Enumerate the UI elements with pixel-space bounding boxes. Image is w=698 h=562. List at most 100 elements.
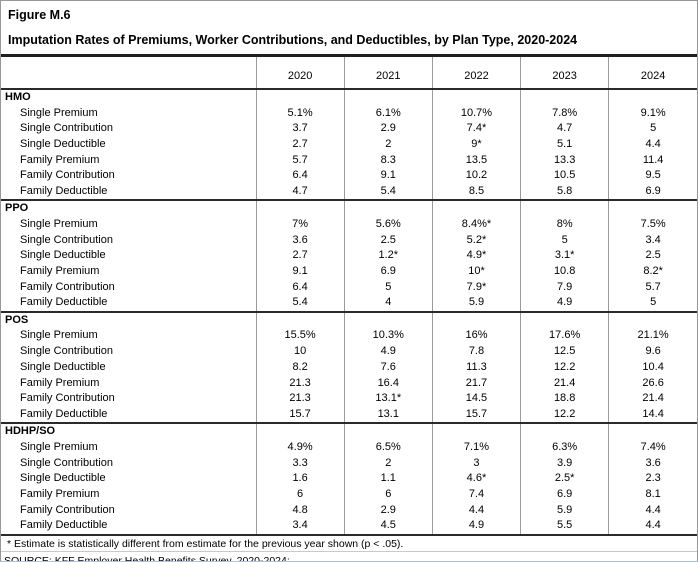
metric-row: Single Contribution 3.6 2.5 5.2* 5 3.4: [1, 232, 697, 249]
value-cell: 5.1%: [255, 105, 345, 122]
value-cell: 3.4: [608, 232, 697, 249]
value-cell: 5.6%: [343, 216, 433, 233]
empty-cell: [343, 88, 433, 106]
value-cell: 5: [608, 295, 697, 312]
value-cell: 4.4: [608, 136, 697, 153]
metric-label: Single Deductible: [20, 137, 106, 150]
value-cell: 6.9: [608, 183, 697, 201]
value-cell: 10.4: [608, 359, 697, 376]
plan-section-row: HMO: [1, 88, 697, 106]
value-cell: 10.3%: [343, 328, 433, 345]
row-label-column-header: [1, 57, 256, 89]
value-cell: 9.1: [255, 264, 345, 280]
value-cell: 8.2: [255, 359, 345, 376]
value-cell: 3: [431, 455, 521, 472]
value-cell: 4.7: [255, 183, 345, 201]
metric-label: Family Deductible: [20, 184, 108, 197]
value-cell: 4.9: [520, 295, 609, 312]
value-cell: 7.6: [343, 359, 433, 376]
metric-label: Family Premium: [20, 153, 100, 166]
value-cell: 4.5: [343, 518, 433, 535]
metric-label: Family Deductible: [20, 296, 108, 309]
value-cell: 1.1: [343, 471, 433, 487]
value-cell: 2.5: [608, 248, 697, 264]
year-header: 2023: [520, 57, 609, 89]
plan-type-label: POS: [1, 310, 256, 329]
empty-cell: [343, 422, 433, 440]
empty-cell: [520, 199, 609, 217]
value-cell: 4.9%: [255, 439, 345, 456]
empty-cell: [343, 199, 433, 217]
value-cell: 10.5: [520, 168, 609, 184]
value-cell: 21.3: [255, 391, 345, 407]
value-cell: 3.9: [520, 455, 609, 472]
value-cell: 9.5: [608, 168, 697, 184]
metric-row: Single Deductible 8.2 7.6 11.3 12.2 10.4: [1, 359, 697, 376]
empty-cell: [255, 199, 345, 217]
value-cell: 5.7: [608, 279, 697, 296]
value-cell: 6: [343, 486, 433, 503]
empty-cell: [431, 310, 521, 329]
value-cell: 14.5: [431, 391, 521, 407]
value-cell: 21.7: [431, 375, 521, 392]
value-cell: 7.4: [431, 486, 521, 503]
value-cell: 5.9: [431, 295, 521, 312]
data-table: 2020 2021 2022 2023 2024 HMO Single Premium 5.…: [1, 57, 697, 536]
value-cell: 6.1%: [343, 105, 433, 122]
value-cell: 2: [343, 455, 433, 472]
value-cell: 4: [343, 295, 433, 312]
empty-cell: [255, 422, 345, 440]
value-cell: 5.9: [520, 502, 609, 519]
plan-section-row: PPO: [1, 199, 697, 217]
metric-row: Single Deductible 2.7 2 9* 5.1 4.4: [1, 136, 697, 153]
value-cell: 10.2: [431, 168, 521, 184]
metric-row: Family Contribution 6.4 5 7.9* 7.9 5.7: [1, 279, 697, 296]
value-cell: 5: [608, 121, 697, 137]
metric-row: Single Premium 15.5% 10.3% 16% 17.6% 21.1%: [1, 328, 697, 345]
value-cell: 5.4: [255, 295, 345, 312]
metric-row: Family Premium 21.3 16.4 21.7 21.4 26.6: [1, 375, 697, 392]
empty-cell: [520, 310, 609, 329]
value-cell: 21.1%: [608, 328, 697, 345]
value-cell: 2.7: [255, 136, 345, 153]
metric-row: Family Premium 9.1 6.9 10* 10.8 8.2*: [1, 264, 697, 280]
metric-label: Family Deductible: [20, 519, 108, 532]
value-cell: 3.3: [255, 455, 345, 472]
value-cell: 4.7: [520, 121, 609, 137]
value-cell: 21.3: [255, 375, 345, 392]
figure-label: Figure M.6: [8, 8, 71, 22]
value-cell: 8%: [520, 216, 609, 233]
metric-row: Single Premium 5.1% 6.1% 10.7% 7.8% 9.1%: [1, 105, 697, 122]
value-cell: 9*: [431, 136, 521, 153]
metric-label: Single Deductible: [20, 249, 106, 262]
value-cell: 7.5%: [608, 216, 697, 233]
value-cell: 5.2*: [431, 232, 521, 249]
metric-label: Family Contribution: [20, 280, 115, 293]
value-cell: 5.7: [255, 152, 345, 169]
value-cell: 26.6: [608, 375, 697, 392]
metric-row: Single Deductible 1.6 1.1 4.6* 2.5* 2.3: [1, 471, 697, 487]
value-cell: 6: [255, 486, 345, 503]
value-cell: 2.7: [255, 248, 345, 264]
metric-label: Single Contribution: [20, 456, 113, 469]
plan-type-label: HMO: [1, 88, 256, 106]
metric-label: Single Deductible: [20, 360, 106, 373]
value-cell: 4.9*: [431, 248, 521, 264]
metric-row: Family Premium 6 6 7.4 6.9 8.1: [1, 486, 697, 503]
value-cell: 21.4: [608, 391, 697, 407]
value-cell: 11.4: [608, 152, 697, 169]
empty-cell: [431, 422, 521, 440]
value-cell: 7.8%: [520, 105, 609, 122]
value-cell: 4.6*: [431, 471, 521, 487]
value-cell: 3.7: [255, 121, 345, 137]
value-cell: 2.9: [343, 121, 433, 137]
value-cell: 1.2*: [343, 248, 433, 264]
year-header: 2022: [431, 57, 521, 89]
value-cell: 6.4: [255, 279, 345, 296]
plan-section-row: POS: [1, 310, 697, 329]
value-cell: 13.3: [520, 152, 609, 169]
value-cell: 5.4: [343, 183, 433, 201]
empty-cell: [255, 88, 345, 106]
value-cell: 12.2: [520, 406, 609, 424]
